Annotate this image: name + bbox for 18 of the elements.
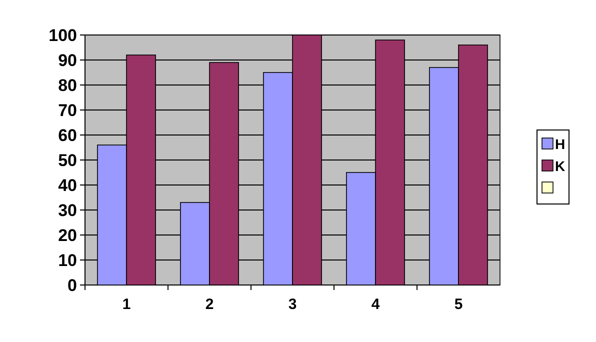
legend-label: K [555,158,566,174]
y-tick-label: 10 [58,250,77,270]
x-tick-label: 2 [205,296,214,313]
x-tick-label: 5 [454,296,463,313]
legend-label: H [555,136,566,152]
y-tick-label: 30 [58,200,77,220]
y-tick-label: 90 [58,50,77,70]
x-tick-label: 1 [122,296,131,313]
y-tick-label: 100 [48,26,77,45]
y-tick-label: 70 [58,100,77,120]
y-tick-label: 60 [58,126,77,145]
y-tick-label: 0 [68,276,77,295]
x-tick-label: 4 [371,296,380,313]
y-tick-label: 20 [58,226,77,245]
y-tick-label: 50 [58,150,77,170]
y-tick-label: 80 [58,76,77,95]
y-tick-label: 40 [58,176,77,195]
x-tick-label: 3 [288,296,297,313]
